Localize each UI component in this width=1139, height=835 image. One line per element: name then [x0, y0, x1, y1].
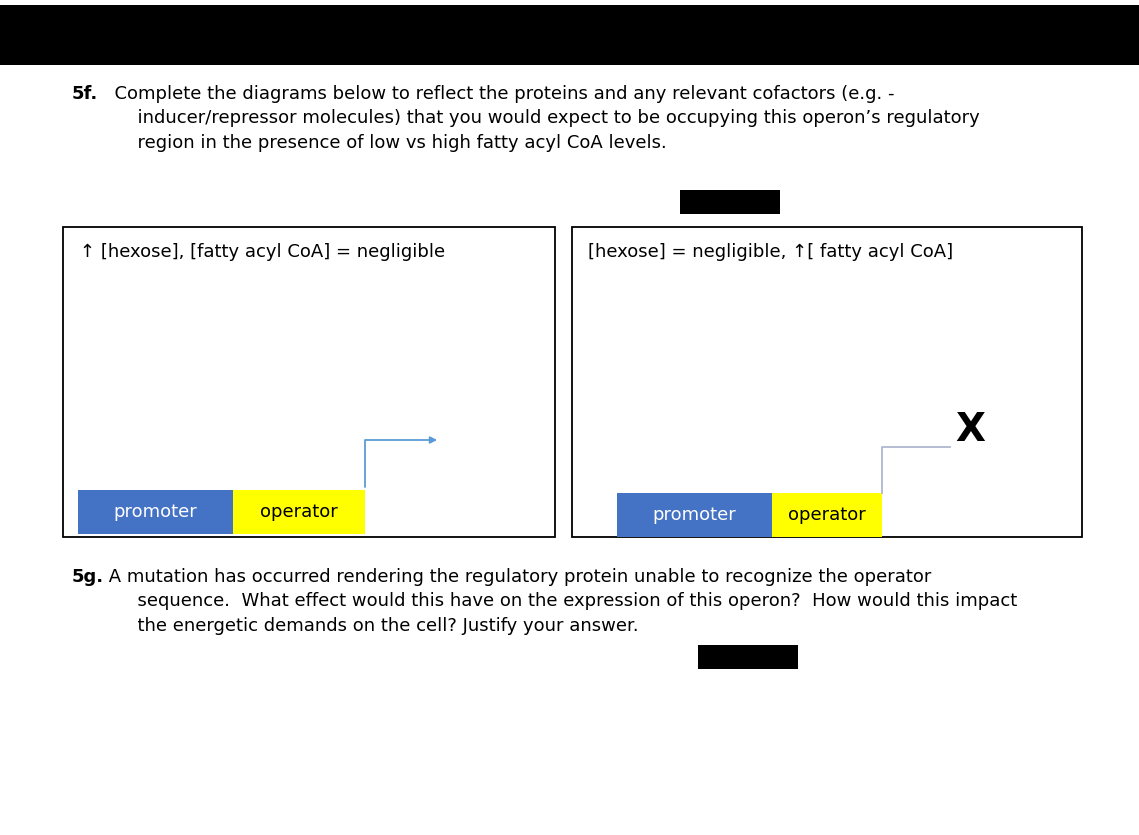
Bar: [572, 227, 1082, 537]
Text: operator: operator: [260, 503, 338, 521]
Text: 5f.: 5f.: [72, 85, 98, 103]
Text: promoter: promoter: [653, 506, 737, 524]
Bar: [698, 645, 798, 669]
Text: promoter: promoter: [114, 503, 197, 521]
Text: [hexose] = negligible, ↑[ fatty acyl CoA]: [hexose] = negligible, ↑[ fatty acyl CoA…: [588, 243, 953, 261]
Text: operator: operator: [788, 506, 866, 524]
Text: A mutation has occurred rendering the regulatory protein unable to recognize the: A mutation has occurred rendering the re…: [103, 568, 1017, 635]
Bar: [63, 227, 555, 537]
Text: ↑ [hexose], [fatty acyl CoA] = negligible: ↑ [hexose], [fatty acyl CoA] = negligibl…: [80, 243, 445, 261]
Bar: [77, 490, 233, 534]
Bar: [617, 493, 772, 537]
Bar: [233, 490, 364, 534]
Text: 5g.: 5g.: [72, 568, 104, 586]
Bar: [680, 190, 780, 214]
Text: Complete the diagrams below to reflect the proteins and any relevant cofactors (: Complete the diagrams below to reflect t…: [103, 85, 980, 152]
Bar: [772, 493, 882, 537]
Text: X: X: [954, 411, 985, 449]
Bar: [0, 5, 1139, 65]
